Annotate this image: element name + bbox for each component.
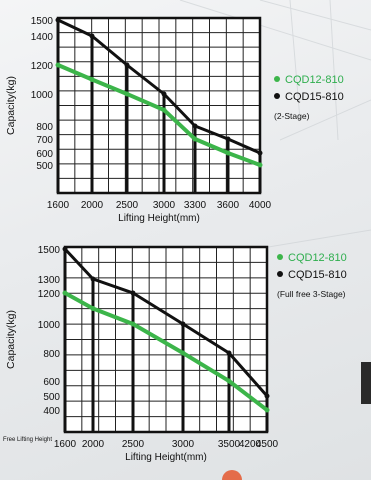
x-tick-label: 4200 xyxy=(239,439,262,450)
legend-item-cqd12: CQD12-810 xyxy=(274,72,344,89)
x-tick-label: 3500 xyxy=(218,439,241,450)
series-point-cqd12 xyxy=(257,162,263,168)
x-tick-label: 2000 xyxy=(82,439,105,450)
legend-dot-black xyxy=(274,93,280,100)
x-tick-label: 4000 xyxy=(249,200,272,211)
y-tick-label: 600 xyxy=(43,377,60,388)
x-tick-label: 2000 xyxy=(81,200,104,211)
series-point-cqd12 xyxy=(161,107,167,113)
x-tick-label: 3600 xyxy=(217,200,240,211)
x-tick-label: 3000 xyxy=(172,439,195,450)
y-tick-label: 700 xyxy=(36,135,53,146)
legend-chart-1: CQD12-810 CQD15-810 (2-Stage) xyxy=(274,72,344,125)
legend-note: (Full free 3-Stage) xyxy=(277,289,346,299)
series-point-cqd15 xyxy=(62,246,68,252)
series-point-cqd12 xyxy=(225,150,231,156)
series-point-cqd15 xyxy=(264,393,270,399)
x-tick-label: 3300 xyxy=(184,200,207,211)
y-tick-label: 1000 xyxy=(31,90,54,101)
legend-note: (2-Stage) xyxy=(274,111,310,121)
series-point-cqd12 xyxy=(130,321,136,327)
legend-chart-2: CQD12-810 CQD15-810 (Full free 3-Stage) xyxy=(277,250,347,303)
series-point-cqd15 xyxy=(226,350,232,356)
y-tick-label: 800 xyxy=(36,122,53,133)
y-axis-label: Capacity(kg) xyxy=(5,310,17,369)
legend-dot-green xyxy=(277,254,283,261)
series-point-cqd15 xyxy=(89,33,95,39)
series-point-cqd15 xyxy=(161,91,167,97)
series-point-cqd15 xyxy=(55,17,61,23)
y-tick-label: 500 xyxy=(36,161,53,172)
x-axis-label: Lifting Height(mm) xyxy=(118,213,200,224)
legend-item-cqd15: CQD15-810 xyxy=(274,89,344,106)
x-tick-label: 3000 xyxy=(153,200,176,211)
legend-dot-black xyxy=(277,271,283,278)
series-point-cqd15 xyxy=(257,150,263,156)
series-point-cqd12 xyxy=(124,91,130,97)
x-axis-label: Lifting Height(mm) xyxy=(125,452,207,463)
series-point-cqd15 xyxy=(90,276,96,282)
series-point-cqd15 xyxy=(192,123,198,129)
x-tick-label: 4500 xyxy=(256,439,279,450)
series-point-cqd15 xyxy=(124,62,130,68)
y-tick-label: 800 xyxy=(43,349,60,360)
x-tick-label: 1600 xyxy=(47,200,70,211)
y-tick-label: 600 xyxy=(36,149,53,160)
y-tick-label: 400 xyxy=(43,406,60,417)
series-point-cqd12 xyxy=(226,378,232,384)
legend-item-cqd15: CQD15-810 xyxy=(277,267,347,284)
y-axis-label: Capacity(kg) xyxy=(5,76,17,135)
series-point-cqd12 xyxy=(55,62,61,68)
x-tick-label: 2500 xyxy=(116,200,139,211)
y-tick-label: 1500 xyxy=(31,16,54,27)
series-point-cqd12 xyxy=(192,136,198,142)
x-tick-label: 1600 xyxy=(54,439,77,450)
series-line-cqd12 xyxy=(64,291,269,412)
free-lifting-height-label: Free Lifting Height xyxy=(3,437,53,443)
legend-label: CQD12-810 xyxy=(288,252,347,264)
series-point-cqd12 xyxy=(62,290,68,296)
legend-item-cqd12: CQD12-810 xyxy=(277,250,347,267)
series-point-cqd15 xyxy=(225,136,231,142)
series-point-cqd12 xyxy=(90,306,96,311)
legend-label: CQD15-810 xyxy=(285,91,344,103)
series-point-cqd12 xyxy=(89,77,95,82)
y-tick-label: 1400 xyxy=(31,32,54,43)
legend-label: CQD12-810 xyxy=(285,74,344,86)
y-tick-label: 500 xyxy=(43,392,60,403)
y-tick-label: 1300 xyxy=(38,275,61,286)
legend-label: CQD15-810 xyxy=(288,269,347,281)
y-tick-label: 1200 xyxy=(31,61,54,72)
series-point-cqd12 xyxy=(180,350,186,356)
y-tick-label: 1200 xyxy=(38,289,61,300)
side-dark-mark xyxy=(361,362,371,404)
legend-dot-green xyxy=(274,76,280,83)
series-point-cqd15 xyxy=(180,321,186,327)
x-tick-label: 2500 xyxy=(122,439,145,450)
series-point-cqd15 xyxy=(130,290,136,296)
series-point-cqd12 xyxy=(264,407,270,413)
orange-decoration xyxy=(222,470,242,480)
y-tick-label: 1500 xyxy=(38,245,61,256)
y-tick-label: 1000 xyxy=(38,320,61,331)
series-line-cqd15 xyxy=(63,247,269,397)
